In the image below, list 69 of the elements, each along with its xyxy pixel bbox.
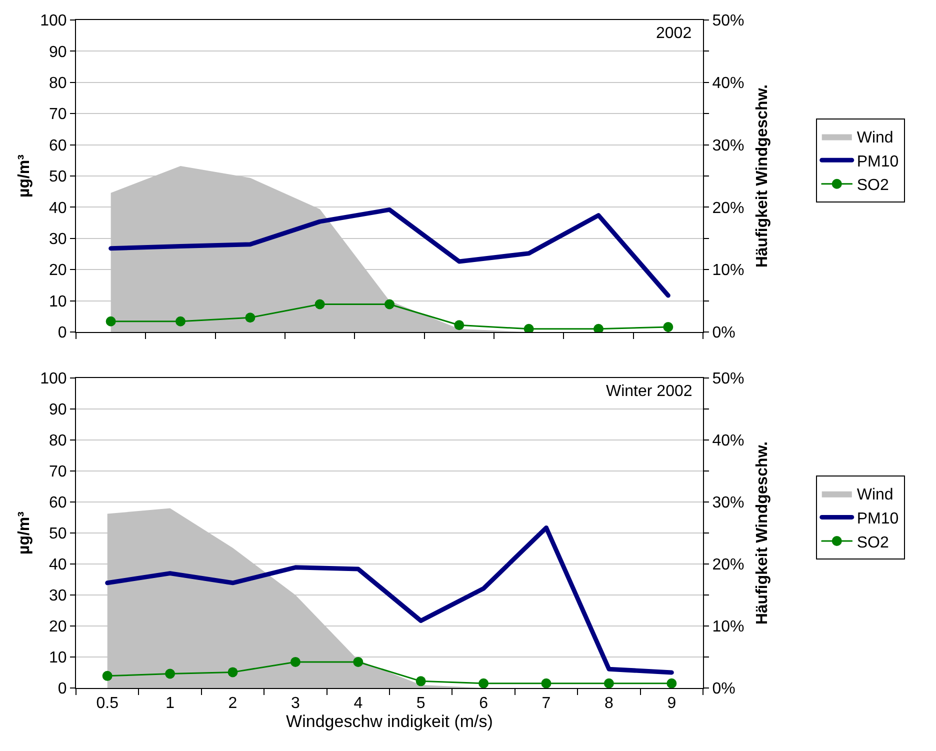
y-tick-label: 80: [49, 432, 67, 450]
point: [165, 668, 176, 679]
x-tick-label: 3: [290, 695, 300, 712]
y2-tick-label: 50%: [712, 370, 744, 388]
y-tick-label: 0: [58, 324, 67, 342]
y2-tick-label: 20%: [712, 556, 744, 574]
y2-tick-label: 0%: [712, 324, 736, 342]
y-axis-title: µg/m³: [16, 512, 33, 554]
x-tick-label: 6: [479, 695, 488, 712]
x-axis-title: Windgeschw indigkeit (m/s): [286, 712, 493, 732]
y-tick-label: 40: [49, 200, 67, 217]
y-axis-title: µg/m³: [16, 154, 33, 198]
y-tick-label: 30: [49, 588, 67, 605]
y-tick-label: 20: [49, 262, 67, 280]
x-tick-label: 1: [166, 695, 175, 712]
point: [102, 670, 112, 681]
y-tick-label: 0: [58, 680, 67, 698]
y2-tick-label: 10%: [712, 618, 744, 636]
y2-tick-label: 0%: [712, 680, 736, 698]
point: [666, 678, 677, 688]
x-tick-label: 5: [416, 695, 426, 712]
y2-tick-label: 30%: [712, 137, 744, 154]
y-tick-label: 70: [49, 464, 67, 481]
y2-tick-label: 30%: [712, 494, 744, 512]
point: [478, 678, 489, 688]
legend-label: SO2: [856, 177, 889, 194]
y-tick-label: 50: [49, 168, 67, 186]
x-tick-label: 7: [542, 695, 551, 712]
legend-label: Wind: [856, 130, 894, 147]
y-tick-label: 90: [49, 402, 67, 419]
x-tick-label: 0.5: [96, 695, 119, 712]
point: [604, 678, 614, 688]
x-tick-label: 4: [354, 695, 363, 712]
y2-tick-label: 40%: [712, 75, 744, 92]
y-tick-label: 60: [49, 137, 67, 154]
y-tick-label: 80: [49, 75, 67, 92]
x-tick-label: 9: [667, 695, 676, 712]
annotation: 2002: [656, 25, 692, 42]
y-tick-label: 100: [40, 12, 67, 30]
y-tick-label: 100: [40, 370, 67, 388]
legend-label: PM10: [856, 510, 899, 528]
annotation: Winter 2002: [606, 383, 692, 400]
y-tick-label: 10: [49, 650, 67, 667]
y-tick-label: 30: [49, 231, 67, 248]
legend-label: Wind: [856, 486, 894, 504]
y2-tick-label: 40%: [712, 432, 744, 450]
y2-tick-label: 10%: [712, 262, 744, 280]
point: [353, 656, 364, 667]
x-tick-label: 8: [604, 695, 614, 712]
y-tick-label: 60: [49, 494, 67, 512]
y-tick-label: 90: [49, 44, 67, 61]
y2-tick-label: 50%: [712, 12, 744, 30]
line-series: [108, 207, 670, 298]
y-tick-label: 10: [49, 293, 67, 310]
legend-label: PM10: [856, 153, 899, 170]
point: [290, 656, 300, 667]
y-tick-label: 50: [49, 526, 67, 543]
y2-axis-title: Häufigkeit Windgeschw.: [754, 441, 771, 625]
point: [228, 667, 238, 678]
y2-axis-title: Häufigkeit Windgeschw.: [754, 84, 771, 268]
y-tick-label: 40: [49, 556, 67, 574]
y-tick-label: 20: [49, 618, 67, 636]
legend-label: SO2: [856, 534, 889, 552]
x-tick-label: 2: [228, 695, 238, 712]
point: [416, 676, 426, 686]
y2-tick-label: 20%: [712, 200, 744, 217]
point: [541, 678, 552, 688]
line-series: [105, 525, 674, 675]
y-tick-label: 70: [49, 106, 67, 124]
